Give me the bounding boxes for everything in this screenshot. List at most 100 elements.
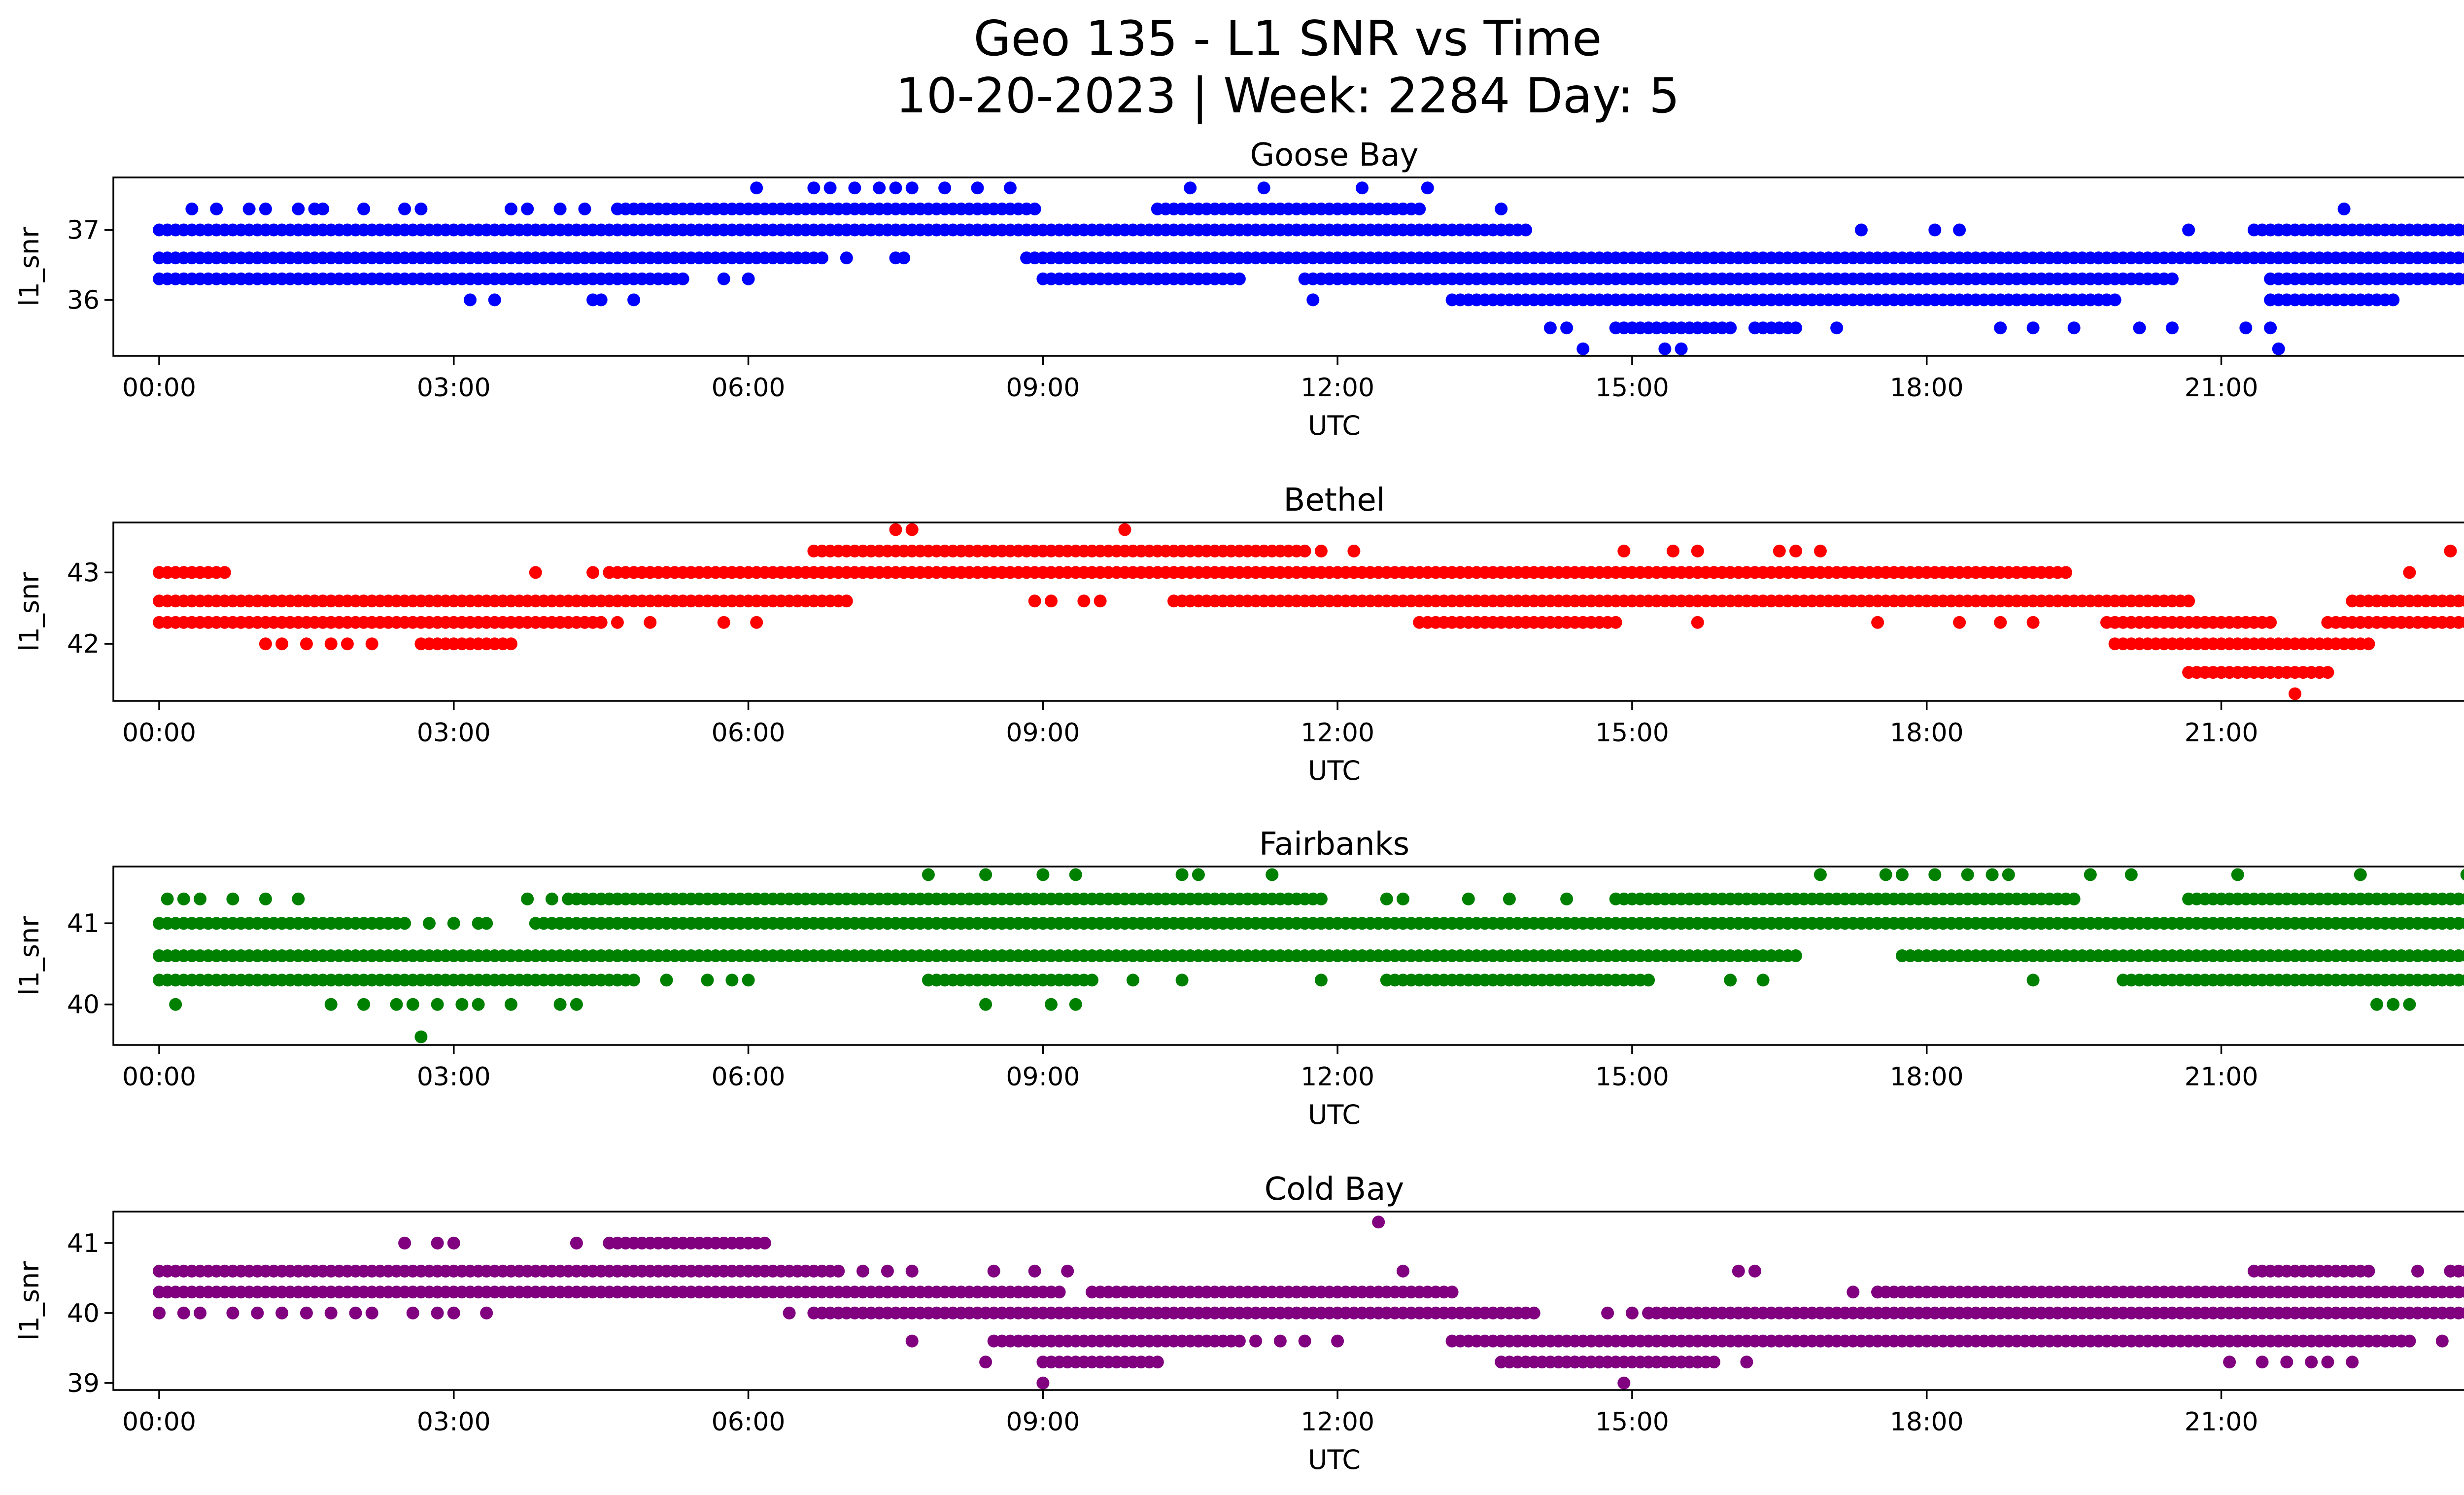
data-point	[1527, 1306, 1540, 1320]
data-point	[1928, 223, 1942, 237]
data-point	[1077, 594, 1091, 608]
data-point	[455, 998, 469, 1011]
data-point	[226, 892, 240, 905]
data-point	[292, 202, 305, 215]
x-tick-label: 06:00	[712, 718, 786, 748]
data-point	[1953, 616, 1966, 629]
data-point	[480, 917, 493, 930]
data-point	[2321, 666, 2334, 679]
data-point	[226, 1306, 240, 1320]
data-point	[177, 1306, 190, 1320]
data-point	[905, 523, 919, 536]
data-point	[1895, 868, 1909, 881]
data-point	[1756, 973, 1770, 987]
y-tick-label: 36	[67, 285, 100, 315]
data-point	[357, 998, 371, 1011]
data-point	[856, 1264, 869, 1278]
data-point	[2059, 566, 2072, 579]
x-tick-label: 18:00	[1890, 1062, 1964, 1092]
data-point	[1028, 594, 1041, 608]
data-point	[1667, 544, 1679, 557]
data-point	[1273, 1334, 1287, 1348]
y-tick-label: 39	[67, 1369, 100, 1398]
x-tick-label: 03:00	[417, 373, 491, 403]
data-point	[259, 637, 272, 651]
data-point	[1184, 181, 1197, 195]
data-point	[2165, 321, 2179, 335]
data-point	[1314, 544, 1328, 557]
data-point	[1232, 1334, 1246, 1348]
x-tick-label: 03:00	[417, 1062, 491, 1092]
data-point	[2059, 251, 2072, 265]
y-tick-label: 41	[67, 1229, 100, 1258]
subplot-fairbanks: Fairbanks l1_snr UTC 00:00 03:00 06:00 09:00 12…	[14, 826, 2464, 1130]
data-point	[529, 566, 542, 579]
subplot-title: Goose Bay	[1250, 137, 1419, 174]
data-point	[2460, 1307, 2464, 1319]
scatter-points	[153, 523, 2464, 700]
data-point	[1724, 321, 1737, 335]
data-point	[2460, 917, 2464, 929]
data-point	[185, 202, 199, 215]
data-point	[1167, 1286, 1180, 1299]
data-point	[275, 637, 289, 651]
subplot-cold-bay: Cold Bay l1_snr UTC 00:00 03:00 06:00 09:00 12:…	[14, 1171, 2464, 1475]
data-point	[2395, 1334, 2408, 1348]
data-point	[1994, 321, 2007, 335]
data-point	[1642, 973, 1655, 987]
data-point	[594, 293, 608, 307]
x-tick-label: 06:00	[712, 373, 786, 403]
data-point	[2133, 321, 2146, 335]
y-axis-label: l1_snr	[14, 227, 45, 307]
data-point	[341, 637, 354, 651]
data-point	[488, 293, 501, 307]
x-tick-label: 21:00	[2185, 1407, 2259, 1437]
data-point	[2067, 321, 2081, 335]
data-point	[1625, 1306, 1639, 1320]
data-point	[1314, 973, 1328, 987]
data-point	[2403, 566, 2416, 579]
x-axis-label: UTC	[1308, 1444, 1361, 1475]
data-point	[611, 616, 624, 629]
data-point	[447, 917, 460, 930]
data-point	[1045, 998, 1058, 1011]
data-point	[2182, 223, 2195, 237]
data-point	[275, 1306, 289, 1320]
data-point	[1740, 1356, 1753, 1369]
data-point	[2002, 868, 2015, 881]
data-point	[1847, 1286, 1860, 1299]
scatter-points	[153, 1216, 2464, 1390]
data-point	[161, 892, 174, 905]
data-point	[832, 1264, 845, 1278]
data-point	[349, 1306, 362, 1320]
data-point	[1994, 616, 2007, 629]
data-point	[472, 998, 485, 1011]
data-point	[505, 998, 517, 1011]
data-point	[2346, 1356, 2359, 1369]
data-point	[1397, 1264, 1409, 1278]
data-point	[627, 293, 641, 307]
scatter-points	[153, 181, 2464, 355]
data-point	[1175, 973, 1189, 987]
data-point	[251, 1306, 264, 1320]
data-point	[1748, 1264, 1761, 1278]
y-tick-label: 42	[67, 629, 100, 659]
data-point	[1069, 998, 1082, 1011]
x-tick-label: 21:00	[2185, 373, 2259, 403]
data-point	[2452, 616, 2464, 629]
data-point	[1421, 181, 1434, 195]
data-point	[2239, 321, 2253, 335]
data-point	[644, 616, 657, 629]
data-point	[889, 181, 902, 195]
data-point	[2092, 251, 2105, 265]
data-point	[2452, 594, 2464, 608]
data-point	[194, 1306, 206, 1320]
data-point	[521, 202, 534, 215]
data-point	[1028, 1264, 1041, 1278]
data-point	[1200, 1286, 1213, 1299]
data-point	[840, 251, 853, 265]
data-point	[464, 293, 477, 307]
data-point	[1069, 868, 1082, 881]
data-point	[905, 1264, 919, 1278]
